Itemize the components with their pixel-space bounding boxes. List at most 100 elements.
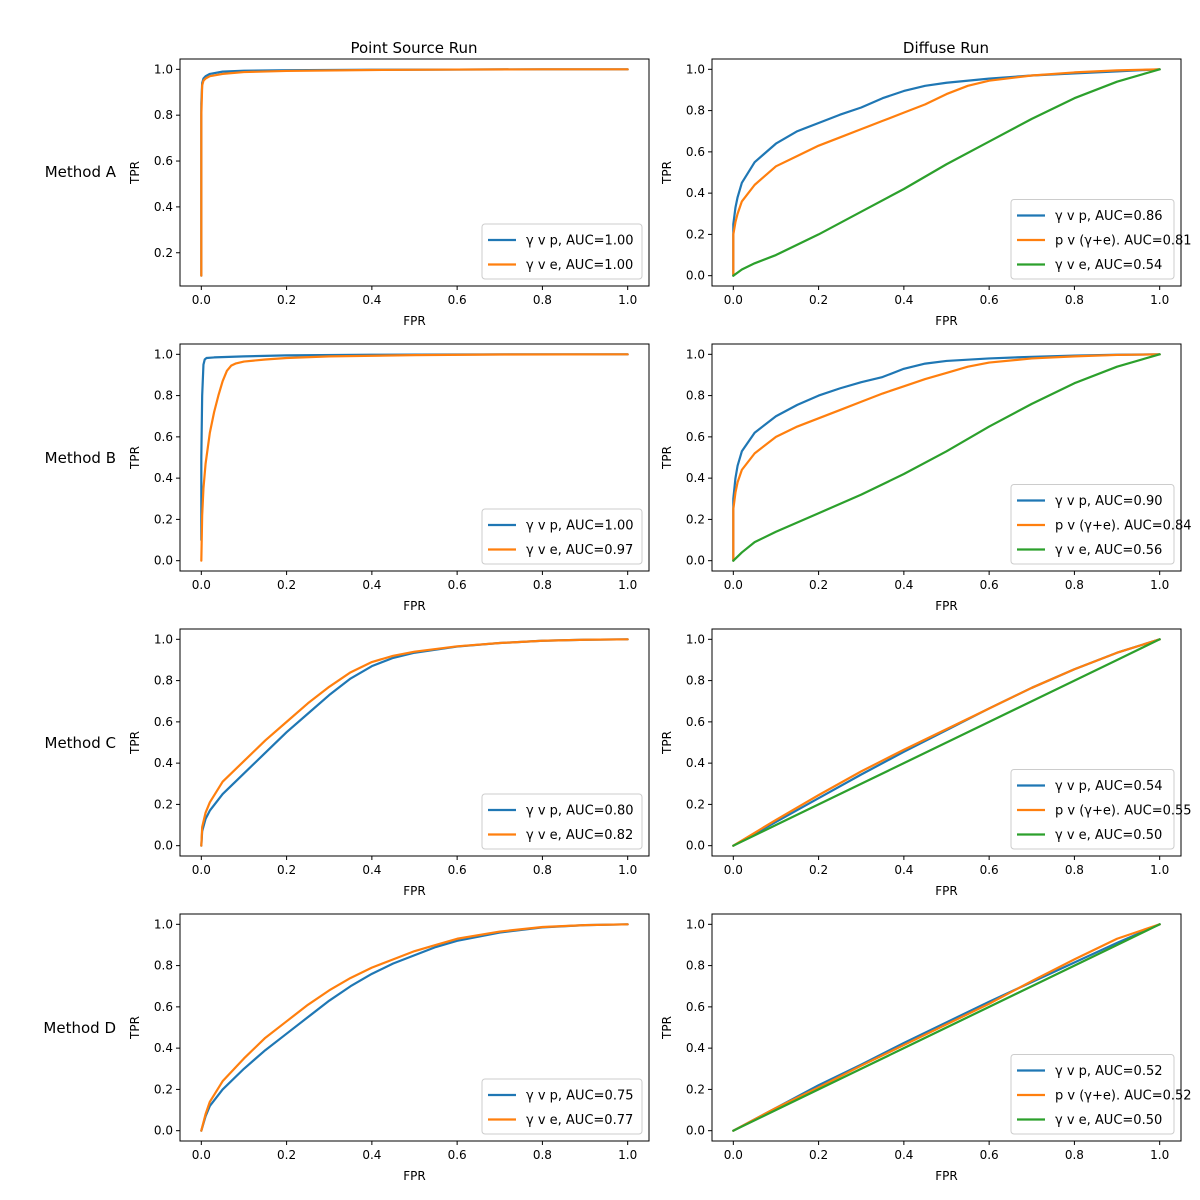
column-title-point-source: Point Source Run [350, 39, 477, 57]
axes-frame [179, 343, 650, 572]
x-tick-label: 1.0 [618, 863, 637, 877]
legend-label: γ v e, AUC=0.77 [526, 1113, 633, 1128]
x-tick-label: 1.0 [1150, 293, 1169, 307]
y-tick-label: 1.0 [686, 62, 705, 76]
series-line-1 [200, 638, 629, 847]
legend-label: p v (γ+e). AUC=0.81 [1055, 234, 1192, 249]
legend: γ v p, AUC=0.80 γ v e, AUC=0.82 [481, 793, 643, 850]
x-tick-label: 0.2 [809, 1148, 828, 1162]
x-axis-label: FPR [403, 1169, 425, 1183]
x-tick-label: 0.0 [192, 863, 211, 877]
x-tick-label: 0.6 [448, 293, 467, 307]
y-axis-label: TPR [128, 161, 142, 185]
axes-frame [179, 628, 650, 857]
y-tick-label: 0.2 [154, 246, 173, 260]
legend: γ v p, AUC=1.00 γ v e, AUC=1.00 [481, 223, 643, 280]
series-line-1 [732, 68, 1161, 277]
legend: γ v p, AUC=0.54 p v (γ+e). AUC=0.55 γ v e,… [1010, 769, 1192, 850]
x-tick-label: 0.6 [448, 578, 467, 592]
y-tick-label: 0.6 [686, 715, 705, 729]
panel-r3-c0: 0.0 0.2 0.4 0.6 0.8 1.0 0.0 0.2 0.4 0.6 0.8 1.0 FPR T… [128, 913, 650, 1183]
y-axis-label: TPR [660, 446, 674, 470]
y-axis-label: TPR [128, 1016, 142, 1040]
x-tick-label: 0.6 [980, 578, 999, 592]
series-line-1 [200, 353, 629, 562]
x-axis-label: FPR [935, 1169, 957, 1183]
legend-label: γ v p, AUC=1.00 [526, 519, 634, 534]
y-tick-label: 0.4 [686, 186, 705, 200]
column-title-diffuse: Diffuse Run [903, 39, 989, 57]
y-tick-label: 0.4 [154, 471, 173, 485]
panel-r0-c0: 0.0 0.2 0.4 0.6 0.8 1.0 0.2 0.4 0.6 0.8 1.0 FPR TPR γ… [128, 58, 650, 328]
legend-label: γ v p, AUC=0.90 [1055, 494, 1163, 509]
x-tick-label: 0.4 [894, 293, 913, 307]
y-axis-label: TPR [128, 731, 142, 755]
x-tick-label: 0.0 [192, 1148, 211, 1162]
legend-box [1010, 769, 1175, 850]
y-tick-label: 1.0 [686, 917, 705, 931]
x-tick-label: 0.2 [277, 1148, 296, 1162]
legend-label: γ v e, AUC=1.00 [526, 258, 633, 273]
legend-label: p v (γ+e). AUC=0.52 [1055, 1089, 1192, 1104]
y-tick-label: 0.2 [686, 512, 705, 526]
legend-label: γ v e, AUC=0.97 [526, 543, 633, 558]
legend-label: γ v p, AUC=0.86 [1055, 209, 1163, 224]
y-tick-label: 0.8 [154, 674, 173, 688]
y-axis-label: TPR [660, 161, 674, 185]
y-tick-label: 0.8 [686, 959, 705, 973]
x-axis-label: FPR [403, 599, 425, 613]
x-tick-label: 0.4 [362, 863, 381, 877]
x-tick-label: 0.4 [362, 578, 381, 592]
axes-frame [711, 628, 1182, 857]
y-tick-label: 0.6 [154, 715, 173, 729]
y-axis-label: TPR [660, 731, 674, 755]
x-tick-label: 0.6 [980, 293, 999, 307]
legend-label: γ v p, AUC=0.75 [526, 1089, 634, 1104]
y-tick-label: 1.0 [686, 632, 705, 646]
x-tick-label: 0.6 [980, 1148, 999, 1162]
y-tick-label: 0.4 [686, 1041, 705, 1055]
y-tick-label: 0.8 [154, 108, 173, 122]
panel-r1-c1: 0.0 0.2 0.4 0.6 0.8 1.0 0.0 0.2 0.4 0.6 0.8 1.0 FPR T… [660, 343, 1192, 613]
x-tick-label: 0.4 [894, 863, 913, 877]
y-tick-label: 0.6 [686, 430, 705, 444]
y-tick-label: 0.4 [154, 1041, 173, 1055]
y-tick-label: 0.8 [154, 959, 173, 973]
x-tick-label: 0.2 [809, 293, 828, 307]
y-axis-label: TPR [660, 1016, 674, 1040]
x-tick-label: 0.2 [809, 578, 828, 592]
y-tick-label: 1.0 [686, 347, 705, 361]
y-tick-label: 1.0 [154, 917, 173, 931]
x-tick-label: 0.2 [277, 578, 296, 592]
legend-label: γ v e, AUC=0.82 [526, 828, 633, 843]
x-tick-label: 0.0 [724, 293, 743, 307]
row-label-method-b: Method B [45, 449, 116, 467]
x-tick-label: 1.0 [1150, 578, 1169, 592]
series-line-1 [200, 68, 629, 277]
series-line-1 [732, 638, 1161, 847]
axes-frame [179, 913, 650, 1142]
panel-r0-c1: 0.0 0.2 0.4 0.6 0.8 1.0 0.0 0.2 0.4 0.6 0.8 1.0 FPR T… [660, 58, 1192, 328]
panel-r3-c1: 0.0 0.2 0.4 0.6 0.8 1.0 0.0 0.2 0.4 0.6 0.8 1.0 FPR T… [660, 913, 1192, 1183]
panel-r2-c1: 0.0 0.2 0.4 0.6 0.8 1.0 0.0 0.2 0.4 0.6 0.8 1.0 FPR T… [660, 628, 1192, 898]
y-tick-label: 0.0 [154, 554, 173, 568]
legend-box [1010, 1054, 1175, 1135]
x-tick-label: 0.4 [894, 578, 913, 592]
x-tick-label: 0.4 [894, 1148, 913, 1162]
y-tick-label: 1.0 [154, 632, 173, 646]
x-tick-label: 0.2 [809, 863, 828, 877]
x-tick-label: 0.6 [980, 863, 999, 877]
legend: γ v p, AUC=0.52 p v (γ+e). AUC=0.52 γ v e,… [1010, 1054, 1192, 1135]
legend-label: γ v p, AUC=0.80 [526, 804, 634, 819]
series-line-1 [732, 353, 1161, 562]
y-tick-label: 0.6 [686, 145, 705, 159]
x-tick-label: 0.0 [192, 578, 211, 592]
panel-r1-c0: 0.0 0.2 0.4 0.6 0.8 1.0 0.0 0.2 0.4 0.6 0.8 1.0 FPR T… [128, 343, 650, 613]
legend-label: γ v p, AUC=0.54 [1055, 779, 1163, 794]
legend-box [481, 223, 643, 280]
x-tick-label: 0.0 [724, 578, 743, 592]
x-tick-label: 0.4 [362, 1148, 381, 1162]
x-tick-label: 0.6 [448, 1148, 467, 1162]
y-tick-label: 0.6 [154, 1000, 173, 1014]
